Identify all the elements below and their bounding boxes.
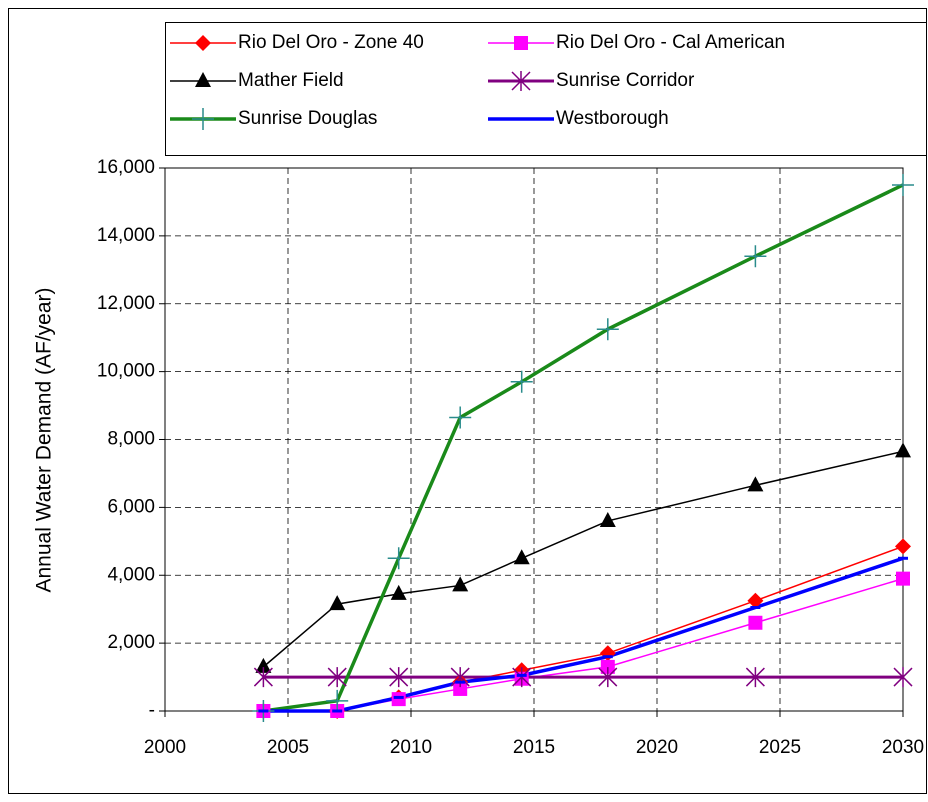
marker [744,245,767,268]
marker [893,667,913,688]
x-tick-label: 2030 [882,737,924,758]
y-tick-label: 16,000 [97,157,155,178]
marker [895,442,911,458]
x-tick-label: 2020 [636,737,678,758]
marker [195,35,211,51]
series-line [262,450,904,668]
marker [326,689,349,712]
marker [510,370,533,393]
legend-label: Rio Del Oro - Cal American [556,32,785,53]
marker [747,476,764,492]
marker [389,667,409,688]
marker [514,36,528,50]
marker [450,667,470,688]
marker [596,318,619,341]
marker [896,571,910,586]
marker [195,72,211,87]
marker [453,681,468,696]
marker [255,657,272,673]
x-tick-label: 2025 [759,737,801,758]
plot-border [164,167,904,712]
marker [748,615,763,630]
marker [513,549,530,565]
legend-label: Rio Del Oro - Zone 40 [238,32,424,53]
marker [745,667,765,688]
marker [599,511,616,527]
marker [253,667,273,688]
y-tick-label: - [149,700,155,721]
marker [600,659,615,674]
y-axis-label: Annual Water Demand (AF/year) [33,287,56,592]
marker [329,595,346,611]
marker [452,576,469,592]
series-line [263,183,904,713]
marker [390,584,407,600]
marker [511,71,531,91]
legend-label: Sunrise Corridor [556,70,695,91]
marker [449,406,472,429]
x-tick-label: 2005 [267,737,309,758]
y-tick-label: 6,000 [107,496,155,517]
x-tick-label: 2010 [390,737,432,758]
y-tick-label: 8,000 [107,429,155,450]
x-tick-label: 2000 [144,737,186,758]
marker [192,108,214,130]
x-tick-label: 2015 [513,737,555,758]
y-tick-label: 4,000 [107,564,155,585]
marker [387,547,410,570]
marker [327,667,347,688]
marker [512,667,532,688]
series-line [263,556,904,713]
legend-label: Sunrise Douglas [238,108,377,129]
legend-label: Westborough [556,108,669,129]
marker [892,173,914,196]
legend-box [165,22,927,156]
marker [391,692,406,707]
marker [895,538,911,555]
y-tick-label: 14,000 [97,225,155,246]
y-tick-label: 2,000 [107,632,155,653]
marker [747,592,764,609]
marker [598,667,618,688]
legend-label: Mather Field [238,70,344,91]
y-tick-label: 10,000 [97,361,155,382]
y-tick-label: 12,000 [97,293,155,314]
